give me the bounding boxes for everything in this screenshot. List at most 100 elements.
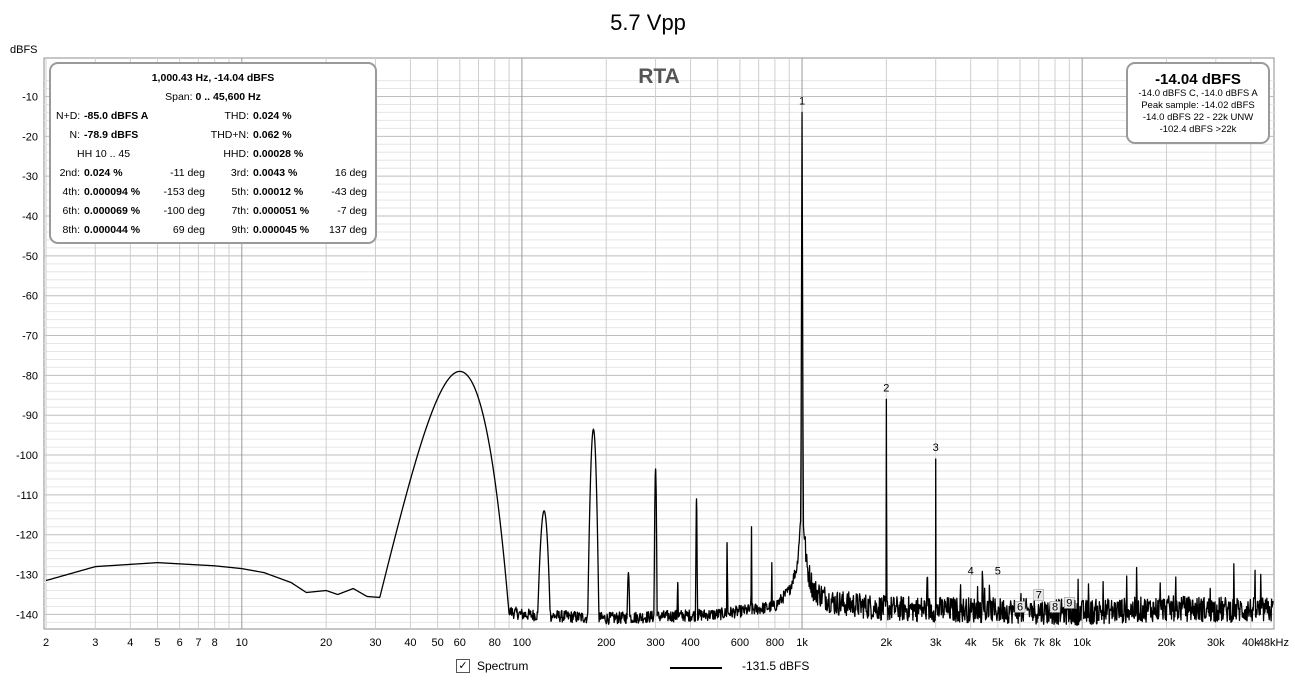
harmonic-phase: -7 deg bbox=[337, 205, 367, 217]
y-tick-labels: -10 -20 -30 -40 -50 -60 -70 -80 -90 -100 -110 -120 -… bbox=[16, 92, 38, 622]
harmonic-phase: 16 deg bbox=[334, 167, 367, 179]
x-tick-label: 6 bbox=[177, 637, 183, 649]
harmonic-phase: 137 deg bbox=[329, 224, 367, 236]
x-tick-label: 30 bbox=[369, 637, 381, 649]
harmonic-marker-7: 7 bbox=[1036, 589, 1042, 601]
y-tick-label: -130 bbox=[16, 570, 38, 582]
y-tick-label: -20 bbox=[22, 131, 38, 143]
y-tick-label: -70 bbox=[22, 331, 38, 343]
hh-range-label: HH 10 .. 45 bbox=[77, 148, 131, 160]
y-tick-label: -10 bbox=[22, 92, 38, 104]
y-tick-label: -110 bbox=[17, 490, 38, 502]
harmonic-phase: -43 deg bbox=[331, 186, 367, 198]
x-tick-label: 48kHz bbox=[1258, 637, 1289, 649]
y-tick-label: -60 bbox=[22, 291, 38, 303]
level-above-22k: -102.4 dBFS >22k bbox=[1159, 124, 1237, 135]
spectrum-legend-label[interactable]: Spectrum bbox=[477, 659, 529, 673]
spectrum-legend-line bbox=[670, 667, 722, 669]
x-tick-label: 8k bbox=[1049, 637, 1061, 649]
harmonic-marker-6: 6 bbox=[1017, 601, 1023, 613]
harmonic-marker-2: 2 bbox=[883, 382, 889, 394]
harmonic-marker-9: 9 bbox=[1066, 597, 1072, 609]
x-tick-labels: 2 3 4 5 6 7 8 10 20 30 40 50 60 80 100 200 300 400 600 800 1… bbox=[43, 637, 1289, 649]
y-tick-label: -100 bbox=[16, 450, 38, 462]
harmonic-value: 0.000069 % bbox=[84, 205, 141, 217]
thd-label: THD: bbox=[224, 110, 250, 122]
harmonic-value: 0.024 % bbox=[84, 167, 123, 179]
y-tick-label: -50 bbox=[22, 251, 38, 263]
x-tick-label: 6k bbox=[1014, 637, 1026, 649]
nd-value: -85.0 dBFS A bbox=[84, 110, 149, 122]
x-tick-label: 4 bbox=[127, 637, 133, 649]
measurement-panel[interactable]: 1,000.43 Hz, -14.04 dBFS Span: 0 .. 45,6… bbox=[49, 62, 377, 244]
harmonic-marker-box bbox=[1014, 601, 1026, 613]
y-tick-label: -80 bbox=[22, 370, 38, 382]
spectrum-checkbox[interactable]: ✓ bbox=[456, 659, 470, 673]
hhd-value: 0.00028 % bbox=[253, 148, 304, 160]
x-tick-label: 20k bbox=[1158, 637, 1176, 649]
level-panel[interactable]: -14.04 dBFS -14.0 dBFS C, -14.0 dBFS A P… bbox=[1126, 62, 1270, 144]
x-tick-label: 8 bbox=[212, 637, 218, 649]
harmonic-marker-8: 8 bbox=[1052, 601, 1058, 613]
level-main: -14.04 dBFS bbox=[1155, 71, 1241, 88]
nd-label: N+D: bbox=[56, 110, 81, 122]
x-tick-label: 3 bbox=[92, 637, 98, 649]
x-tick-label: 2 bbox=[43, 637, 49, 649]
x-tick-label: 30k bbox=[1207, 637, 1225, 649]
y-tick-label: -140 bbox=[16, 609, 38, 621]
harmonic-label: 2nd: bbox=[59, 167, 80, 179]
x-tick-label: 10 bbox=[236, 637, 248, 649]
harmonic-value: 0.00012 % bbox=[253, 186, 304, 198]
level-unweighted: -14.0 dBFS 22 - 22k UNW bbox=[1142, 112, 1254, 123]
harmonic-marker-box bbox=[1033, 589, 1045, 601]
x-tick-label: 600 bbox=[731, 637, 749, 649]
harmonic-value: 0.0043 % bbox=[253, 167, 298, 179]
harmonic-phase: -153 deg bbox=[163, 186, 205, 198]
harmonic-phase: -11 deg bbox=[170, 167, 205, 179]
harmonic-phase: 69 deg bbox=[172, 224, 205, 236]
harmonic-label: 7th: bbox=[231, 205, 249, 217]
x-tick-label: 10k bbox=[1073, 637, 1091, 649]
x-tick-label: 7 bbox=[195, 637, 201, 649]
rta-label: RTA bbox=[638, 65, 680, 88]
x-tick-label: 40k bbox=[1242, 637, 1260, 649]
harmonic-marker-5: 5 bbox=[995, 566, 1001, 578]
harmonic-marker-box bbox=[1064, 597, 1075, 609]
x-tick-label: 20 bbox=[320, 637, 332, 649]
harmonic-label: 4th: bbox=[62, 186, 80, 198]
x-tick-label: 40 bbox=[404, 637, 416, 649]
thd-value: 0.024 % bbox=[253, 110, 292, 122]
harmonic-value: 0.000044 % bbox=[84, 224, 141, 236]
level-peak-sample: Peak sample: -14.02 dBFS bbox=[1141, 100, 1255, 111]
harmonic-label: 5th: bbox=[231, 186, 249, 198]
harmonic-marker-4: 4 bbox=[968, 566, 974, 578]
frequency-readout: 1,000.43 Hz, -14.04 dBFS bbox=[151, 72, 275, 84]
x-tick-label: 5k bbox=[992, 637, 1004, 649]
x-tick-label: 4k bbox=[965, 637, 977, 649]
x-tick-label: 50 bbox=[431, 637, 443, 649]
spectrum-series-line bbox=[45, 111, 1274, 626]
n-label: N: bbox=[69, 129, 81, 141]
x-tick-label: 800 bbox=[766, 637, 784, 649]
y-tick-label: -40 bbox=[22, 211, 38, 223]
chart-title: 5.7 Vpp bbox=[610, 10, 686, 35]
harmonic-label: 6th: bbox=[62, 205, 80, 217]
x-tick-label: 7k bbox=[1033, 637, 1045, 649]
y-tick-label: -120 bbox=[16, 530, 38, 542]
harmonic-value: 0.000051 % bbox=[253, 205, 310, 217]
harmonic-phase: -100 deg bbox=[163, 205, 205, 217]
x-tick-label: 5 bbox=[154, 637, 160, 649]
harmonic-value: 0.000094 % bbox=[84, 186, 141, 198]
harmonic-label: 8th: bbox=[62, 224, 80, 236]
x-tick-label: 200 bbox=[597, 637, 615, 649]
x-tick-label: 400 bbox=[681, 637, 699, 649]
x-tick-label: 2k bbox=[881, 637, 893, 649]
harmonic-label: 3rd: bbox=[230, 167, 249, 179]
harmonic-marker-1: 1 bbox=[799, 95, 805, 107]
harmonic-label: 9th: bbox=[231, 224, 249, 236]
y-tick-label: -30 bbox=[22, 171, 38, 183]
harmonic-value: 0.000045 % bbox=[253, 224, 310, 236]
thdn-label: THD+N: bbox=[210, 129, 249, 141]
y-axis-label: dBFS bbox=[10, 44, 38, 56]
